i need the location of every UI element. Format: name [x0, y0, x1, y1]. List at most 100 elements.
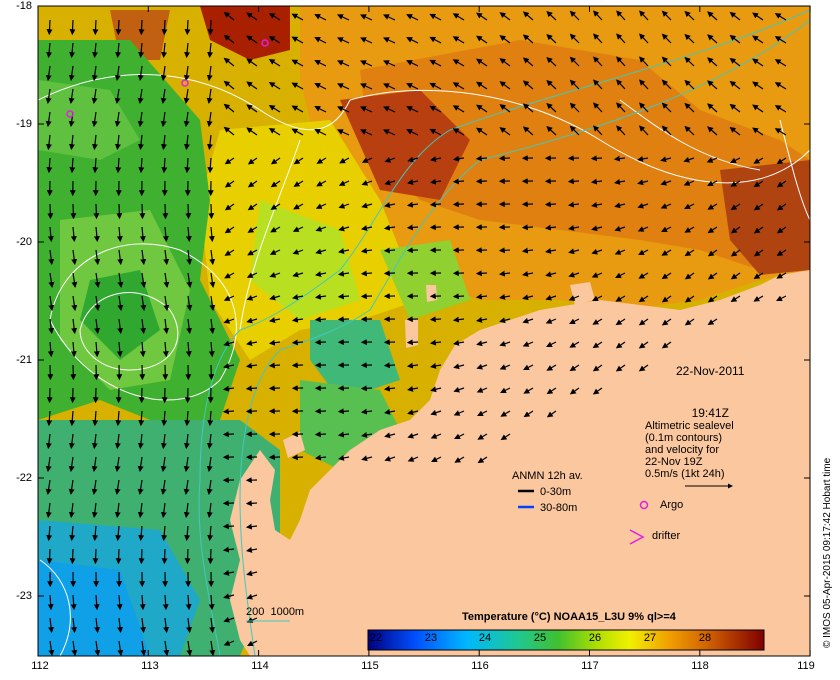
velocity-vector [183, 111, 190, 128]
velocity-vector [729, 34, 741, 44]
velocity-vector [522, 341, 534, 347]
velocity-vector [776, 295, 787, 302]
velocity-vector [115, 525, 122, 542]
velocity-vector [684, 272, 695, 280]
velocity-vector [683, 180, 695, 186]
velocity-vector [270, 226, 281, 233]
velocity-vector [91, 502, 98, 519]
velocity-vector [429, 105, 442, 113]
velocity-vector [208, 203, 215, 220]
velocity-vector [139, 594, 146, 611]
velocity-vector [774, 128, 787, 136]
velocity-vector [499, 340, 511, 347]
velocity-vector [592, 364, 603, 372]
velocity-vector [314, 454, 327, 461]
velocity-vector [776, 157, 787, 165]
velocity-vector [774, 82, 787, 90]
velocity-vector [661, 318, 672, 326]
velocity-vector [268, 12, 281, 21]
velocity-vector [776, 180, 787, 188]
velocity-vector [246, 546, 258, 553]
velocity-vector [224, 272, 235, 279]
velocity-vector [545, 294, 557, 301]
velocity-vector [161, 548, 168, 565]
velocity-vector [270, 203, 281, 210]
velocity-vector [337, 408, 350, 415]
velocity-vector [499, 81, 511, 90]
velocity-vector [568, 224, 580, 231]
velocity-vector [453, 410, 465, 416]
velocity-vector [314, 37, 327, 44]
velocity-vector [337, 431, 350, 438]
velocity-vector [114, 134, 121, 151]
velocity-vector [246, 35, 258, 44]
velocity-vector [753, 180, 764, 188]
velocity-vector [360, 83, 373, 90]
velocity-vector [500, 387, 511, 394]
velocity-vector [47, 341, 54, 358]
velocity-vector [522, 103, 534, 113]
velocity-vector [707, 80, 718, 90]
velocity-vector [407, 385, 419, 392]
velocity-vector [684, 102, 695, 113]
velocity-vector [684, 249, 695, 257]
velocity-vector [546, 56, 557, 67]
velocity-vector [477, 456, 488, 464]
velocity-vector [569, 318, 580, 325]
velocity-vector [69, 410, 76, 427]
velocity-vector [270, 180, 281, 188]
velocity-vector [614, 178, 626, 185]
velocity-vector [160, 433, 167, 450]
velocity-vector [616, 10, 626, 21]
velocity-vector [223, 80, 235, 90]
velocity-vector [245, 523, 258, 530]
velocity-vector [92, 525, 99, 542]
velocity-vector [222, 523, 235, 530]
velocity-vector [247, 249, 258, 256]
velocity-vector [614, 249, 626, 255]
velocity-vector [360, 408, 373, 415]
velocity-vector [245, 385, 258, 392]
velocity-vector [360, 270, 373, 277]
velocity-vector [291, 36, 304, 44]
velocity-vector [47, 226, 54, 243]
velocity-vector [183, 65, 190, 82]
lon-label: 118 [691, 660, 709, 672]
velocity-vector [615, 272, 626, 279]
velocity-vector [206, 88, 213, 104]
velocity-vector [138, 42, 145, 59]
velocity-vector [160, 88, 167, 104]
velocity-vector [91, 88, 98, 104]
velocity-vector [591, 201, 603, 208]
velocity-vector [222, 408, 235, 415]
velocity-vector [592, 102, 603, 113]
velocity-vector [160, 456, 167, 473]
velocity-vector [246, 593, 258, 600]
velocity-vector [246, 81, 258, 90]
velocity-vector [476, 12, 488, 21]
velocity-vector [452, 36, 465, 44]
velocity-vector [406, 129, 419, 136]
velocity-vector [429, 36, 442, 44]
velocity-vector [115, 548, 122, 565]
velocity-vector [569, 102, 580, 113]
velocity-vector [269, 272, 281, 278]
velocity-vector [569, 33, 580, 44]
velocity-vector [223, 57, 235, 67]
velocity-vector [114, 88, 121, 104]
velocity-vector [753, 203, 764, 211]
velocity-vector [406, 339, 419, 346]
velocity-vector [660, 156, 672, 163]
velocity-vector [71, 640, 78, 656]
velocity-vector [116, 341, 123, 358]
velocity-vector [522, 270, 534, 277]
velocity-vector [68, 65, 75, 82]
velocity-vector [48, 318, 55, 335]
velocity-vector [137, 433, 144, 450]
velocity-vector [729, 126, 741, 136]
velocity-vector [46, 19, 53, 36]
velocity-vector [314, 129, 327, 136]
velocity-vector [71, 318, 78, 335]
velocity-vector [523, 387, 534, 394]
